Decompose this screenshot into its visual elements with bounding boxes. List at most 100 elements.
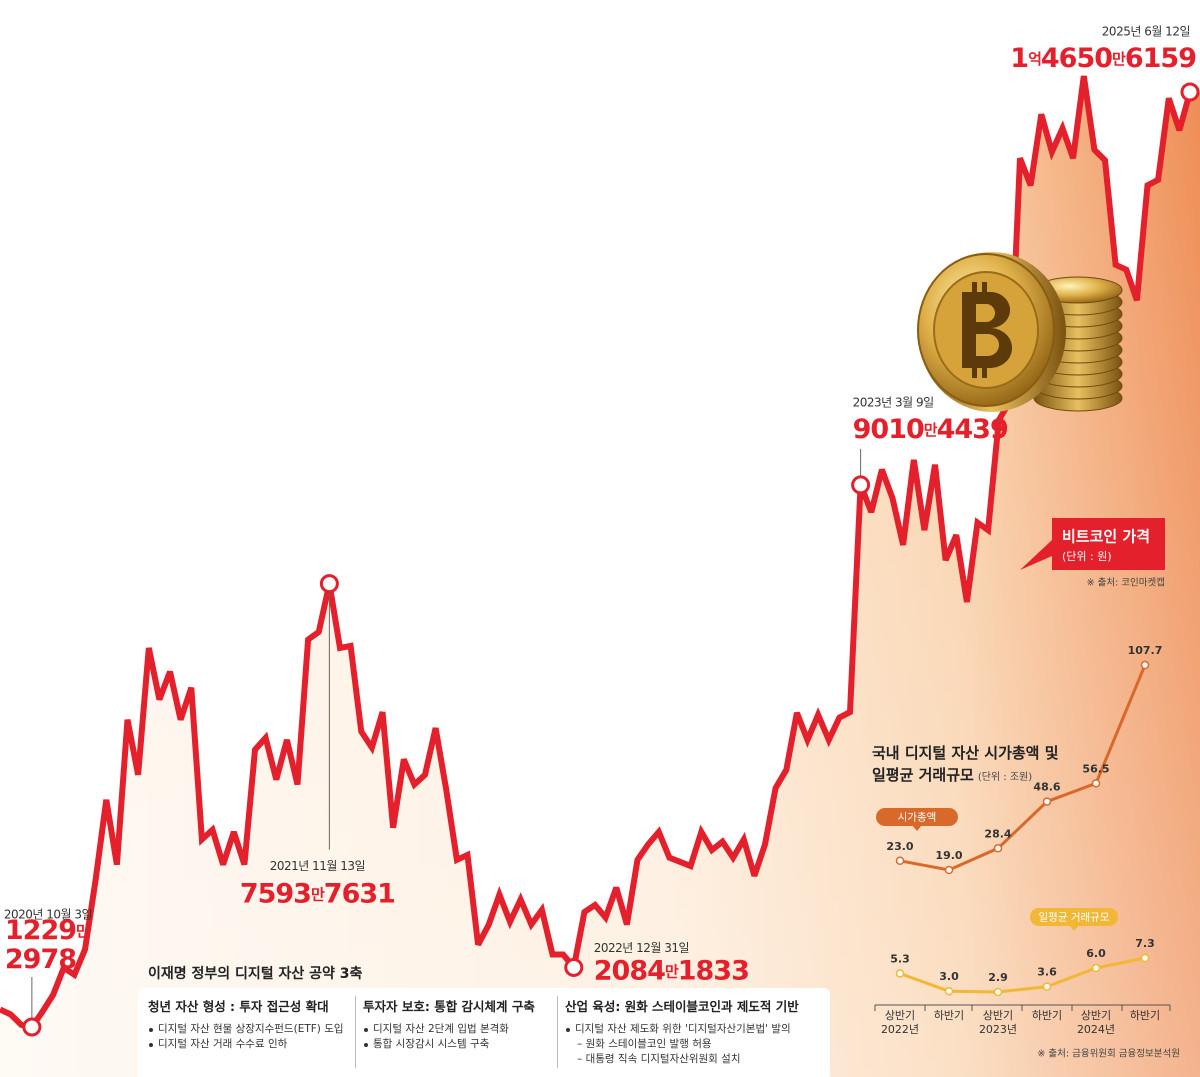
source: ※ 출처: 코인마켓캡 <box>1087 577 1165 589</box>
policy-heading: 청년 자산 형성 : 투자 접근성 확대 <box>148 999 329 1014</box>
bullet <box>149 1043 153 1047</box>
data-point <box>944 865 954 875</box>
highlight-point <box>564 957 584 977</box>
column-divider <box>355 996 356 1068</box>
data-point <box>895 969 905 978</box>
data-point <box>993 844 1003 853</box>
policy-item: 디지털 자산 제도화 위한 '디지털자산기본법' 발의 <box>565 1022 799 1037</box>
data-point <box>895 856 905 866</box>
policy-title: 이재명 정부의 디지털 자산 공약 3축 <box>148 966 363 982</box>
x-tick-label: 하반기 <box>933 1009 965 1022</box>
x-tick-label: 하반기 <box>1031 1009 1063 1022</box>
data-point <box>1091 779 1101 788</box>
inset-title: 국내 디지털 자산 시가총액 및 일평균 거래규모 <box>872 744 1059 784</box>
legend-pill <box>876 808 958 826</box>
policy-item: 디지털 자산 2단계 입법 본격화 <box>363 1022 535 1037</box>
date-label: 2020년 10월 3일 <box>4 908 92 922</box>
data-label: 3.0 <box>939 970 959 983</box>
inset-chart: 23.0 19.0 28.4 48.6 56.5 107.7 시가총액 5.3 3.0 2.9 3.… <box>874 644 1180 1060</box>
series-line <box>899 664 1147 872</box>
line-layer <box>0 75 1193 1031</box>
bitcoin-symbol <box>972 366 977 378</box>
data-point <box>993 987 1003 997</box>
legend-label: 시가총액 <box>898 812 937 824</box>
data-label: 2.9 <box>988 971 1008 984</box>
bullet <box>566 1028 570 1032</box>
policy-item-text: 통합 시장감시 시스템 구축 <box>373 1038 490 1050</box>
data-point <box>1042 982 1052 991</box>
policy-item-text: 디지털 자산 제도화 위한 '디지털자산기본법' 발의 <box>575 1023 791 1035</box>
data-label: 23.0 <box>886 840 913 853</box>
bitcoin-symbol <box>982 366 987 378</box>
policy-subitem: – 원화 스테이블코인 발행 허용 <box>577 1038 712 1050</box>
legend-pointer <box>912 825 922 831</box>
bitcoin-symbol <box>962 291 1013 369</box>
column-divider <box>557 996 558 1068</box>
price-line <box>0 75 1193 1031</box>
legend-box <box>1020 518 1165 570</box>
legend-pill <box>1030 908 1118 926</box>
coin-illustration <box>917 252 1123 412</box>
highlight-point <box>851 475 871 495</box>
legend-unit: (단위 : 원) <box>1062 550 1112 563</box>
x-tick-label: 상반기 2023년 <box>978 1009 1018 1036</box>
legend-label: 비트코인 가격 <box>1062 528 1150 546</box>
data-label: 56.5 <box>1082 762 1109 775</box>
x-tick-label: 상반기 2022년 <box>880 1009 920 1036</box>
series-line <box>899 956 1146 994</box>
source: ※ 출처: 금융위원회 금융정보분석원 <box>1037 1048 1180 1060</box>
value-label: 1억4650만6159 <box>1010 42 1196 73</box>
data-point <box>1091 963 1101 973</box>
date-label: 2022년 12월 31일 <box>594 941 689 955</box>
data-point <box>1140 953 1150 963</box>
value-label: 2084만1833 <box>594 955 749 986</box>
data-label: 7.3 <box>1135 937 1155 950</box>
bullet <box>364 1043 368 1047</box>
value-label: 1229만 2978 <box>5 915 90 975</box>
data-label: 28.4 <box>984 827 1011 840</box>
policy-item: 통합 시장감시 시스템 구축 <box>363 1037 535 1052</box>
policy-item-text: 디지털 자산 2단계 입법 본격화 <box>373 1023 509 1035</box>
bitcoin-symbol <box>982 282 987 294</box>
policy-item: 디지털 자산 거래 수수료 인하 <box>148 1037 344 1052</box>
date-label: 2025년 6월 12일 <box>1102 24 1190 38</box>
value-label: 7593만7631 <box>240 878 395 909</box>
data-label: 5.3 <box>890 952 910 965</box>
legend-label: 일평균 거래규모 <box>1039 911 1110 924</box>
policy-heading: 투자자 보호: 통합 감시체계 구축 <box>363 999 535 1014</box>
policy-item: 디지털 자산 현물 상장지수펀드(ETF) 도입 <box>148 1022 344 1037</box>
date-label: 2023년 3월 9일 <box>853 395 934 409</box>
policy-item-text: 디지털 자산 거래 수수료 인하 <box>158 1038 288 1050</box>
x-tick-label: 상반기 2024년 <box>1076 1009 1116 1036</box>
x-tick-label: 하반기 <box>1129 1009 1161 1022</box>
data-label: 3.6 <box>1037 966 1057 979</box>
bitcoin-symbol <box>972 282 977 294</box>
data-point <box>1140 660 1150 670</box>
inset-title-block: 국내 디지털 자산 시가총액 및 일평균 거래규모 (단위 : 조원) <box>872 742 1059 789</box>
value-label: 9010만4439 <box>853 413 1008 444</box>
policy-subitem: – 대통령 직속 디지털자산위원회 설치 <box>577 1053 741 1065</box>
bullet <box>364 1028 368 1032</box>
highlight-point <box>22 1017 42 1037</box>
highlight-point <box>1180 82 1200 102</box>
data-label: 48.6 <box>1033 781 1060 794</box>
data-point <box>1042 797 1052 806</box>
data-label: 107.7 <box>1128 644 1163 657</box>
date-label: 2021년 11월 13일 <box>270 859 365 873</box>
data-point <box>944 986 954 996</box>
bullet <box>149 1028 153 1032</box>
legend-pointer <box>1069 925 1079 931</box>
highlight-point <box>319 574 339 594</box>
policy-item-text: 디지털 자산 현물 상장지수펀드(ETF) 도입 <box>158 1023 344 1035</box>
policy-heading: 산업 육성: 원화 스테이블코인과 제도적 기반 <box>565 999 799 1014</box>
inset-unit: (단위 : 조원) <box>977 772 1033 783</box>
